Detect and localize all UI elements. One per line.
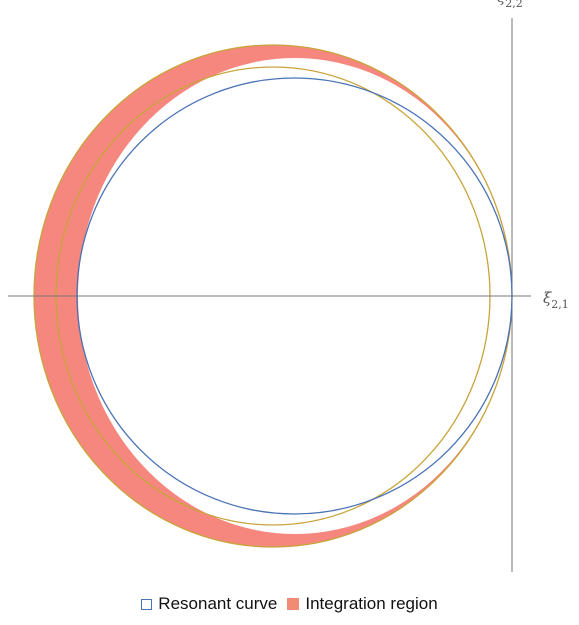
y-axis-label-main: ξ (497, 0, 506, 6)
legend-label-integration-region: Integration region (305, 594, 438, 613)
legend-item-integration-region: Integration region (287, 594, 438, 614)
legend-label-resonant-curve: Resonant curve (158, 594, 278, 613)
resonant-curve-swatch (141, 598, 153, 610)
resonant-curve (76, 77, 513, 515)
legend-item-resonant-curve: Resonant curve (141, 594, 277, 614)
legend: Resonant curve Integration region (0, 594, 579, 614)
y-axis-label-sub: 2,2 (505, 0, 523, 10)
y-axis-label: ξ2,2 (497, 0, 523, 10)
x-axis-label-main: ξ (543, 289, 552, 307)
x-axis-label-sub: 2,1 (551, 298, 569, 311)
x-axis-label: ξ2,1 (543, 289, 569, 311)
integration-region-swatch (287, 598, 300, 610)
